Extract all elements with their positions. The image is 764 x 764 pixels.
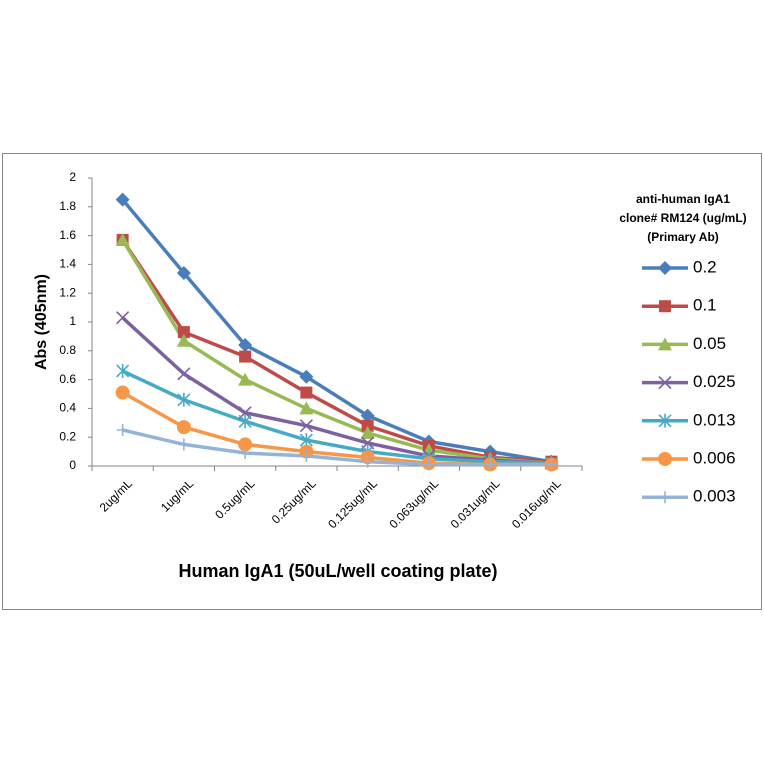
- marker: [239, 447, 252, 460]
- y-tick-label: 0.4: [59, 401, 76, 415]
- legend-marker: [658, 337, 672, 351]
- y-tick-label: 0: [69, 458, 76, 472]
- legend-label: 0.006: [693, 448, 736, 467]
- marker: [115, 385, 130, 400]
- legend-label: 0.003: [693, 487, 736, 506]
- legend-marker: [658, 413, 672, 428]
- legend-label: 0.05: [693, 334, 726, 353]
- y-tick-label: 1.2: [59, 285, 76, 299]
- series-line: [122, 428, 552, 467]
- y-tick-label: 1.8: [59, 199, 76, 213]
- y-tick-label: 1: [69, 314, 76, 328]
- marker: [177, 367, 191, 381]
- marker: [116, 311, 130, 325]
- series-line: [121, 369, 552, 465]
- legend-label: 0.2: [693, 257, 717, 276]
- marker: [116, 424, 129, 436]
- legend-title: anti-human IgA1: [636, 192, 730, 206]
- series-line: [121, 198, 552, 464]
- marker: [300, 386, 313, 399]
- marker: [238, 372, 253, 386]
- y-tick-label: 0.8: [59, 343, 76, 357]
- legend-label: 0.013: [693, 410, 736, 429]
- legend-title: (Primary Ab): [647, 230, 719, 244]
- marker: [176, 266, 191, 281]
- marker: [115, 192, 130, 207]
- y-axis-title: Abs (405nm): [33, 274, 50, 370]
- marker: [360, 408, 375, 423]
- legend-marker: [658, 261, 672, 275]
- chart-border: [2, 153, 762, 610]
- marker: [299, 419, 313, 433]
- legend-marker: [658, 452, 672, 466]
- marker: [422, 458, 435, 471]
- marker: [238, 414, 252, 429]
- legend-marker: [658, 376, 672, 390]
- marker: [177, 326, 190, 339]
- marker: [484, 458, 497, 471]
- y-tick-label: 1.4: [59, 257, 76, 271]
- marker: [361, 455, 374, 468]
- series-line: [121, 239, 552, 465]
- marker: [299, 401, 314, 415]
- legend-marker: [659, 300, 671, 313]
- marker: [300, 449, 313, 462]
- legend-label: 0.025: [693, 372, 736, 391]
- legend-marker: [659, 491, 671, 504]
- y-tick-label: 0.2: [59, 429, 76, 443]
- marker: [238, 437, 253, 452]
- y-tick-label: 0.6: [59, 372, 76, 386]
- marker: [361, 419, 374, 432]
- marker: [177, 438, 190, 451]
- marker: [115, 232, 130, 246]
- series-line: [121, 238, 552, 464]
- marker: [176, 420, 191, 435]
- legend-label: 0.1: [693, 296, 717, 315]
- marker: [238, 338, 253, 353]
- marker: [177, 392, 191, 407]
- marker: [239, 350, 252, 363]
- y-tick-label: 1.6: [59, 228, 76, 242]
- y-tick-label: 2: [69, 170, 76, 184]
- marker: [545, 458, 558, 471]
- marker: [360, 425, 375, 439]
- marker: [299, 369, 314, 384]
- x-axis-title: Human IgA1 (50uL/well coating plate): [178, 561, 497, 581]
- marker: [116, 363, 130, 378]
- legend-title: clone# RM124 (ug/mL): [619, 211, 746, 225]
- marker: [176, 333, 191, 347]
